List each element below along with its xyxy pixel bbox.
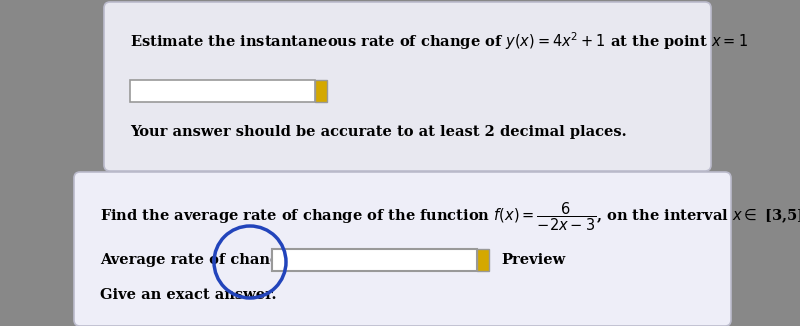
Bar	[130, 80, 315, 102]
Text: Estimate the instantaneous rate of change of $y(x) = 4x^2 + 1$ at the point $x =: Estimate the instantaneous rate of chang…	[130, 30, 748, 52]
Text: Give an exact answer.: Give an exact answer.	[100, 288, 277, 302]
Text: Preview: Preview	[501, 253, 566, 267]
Text: Find the average rate of change of the function $f(x) = \dfrac{6}{-2x-3}$, on th: Find the average rate of change of the f…	[100, 200, 800, 232]
Text: Average rate of change =: Average rate of change =	[100, 253, 307, 267]
Bar	[272, 249, 477, 271]
FancyBboxPatch shape	[74, 172, 731, 326]
Bar	[315, 80, 327, 102]
FancyBboxPatch shape	[104, 2, 711, 171]
Text: Your answer should be accurate to at least 2 decimal places.: Your answer should be accurate to at lea…	[130, 125, 626, 139]
Bar	[477, 249, 489, 271]
